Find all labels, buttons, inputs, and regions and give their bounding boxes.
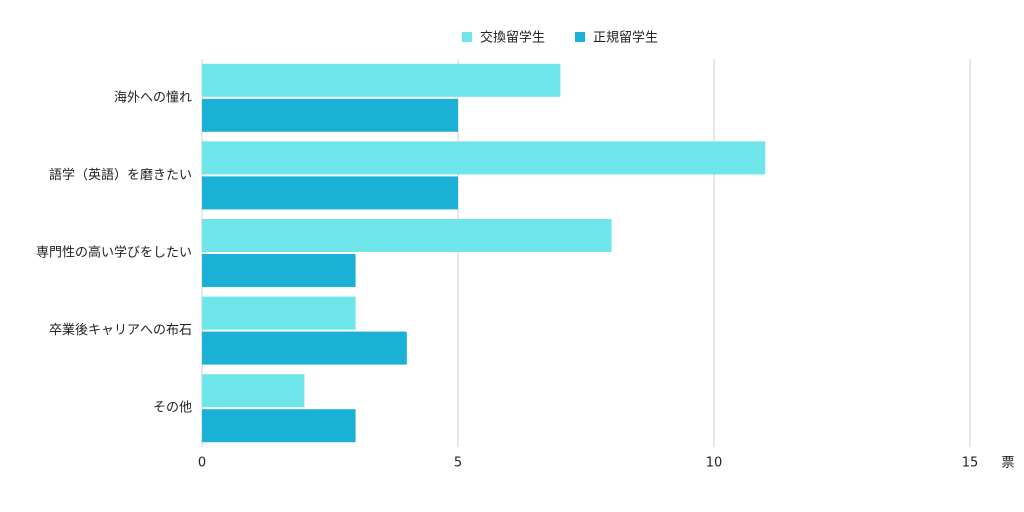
x-tick-label: 10 [706, 456, 723, 471]
y-tick-label: 卒業後キャリアへの布石 [49, 322, 192, 338]
bar [202, 331, 407, 365]
x-tick-label: 5 [454, 456, 462, 471]
bar [202, 409, 356, 443]
x-tick-label: 15 [962, 456, 979, 471]
y-tick-label: その他 [153, 401, 192, 416]
bar [202, 219, 612, 252]
legend-label: 正規留学生 [593, 30, 658, 46]
y-tick-label: 専門性の高い学びをしたい [36, 245, 192, 261]
bar [202, 254, 356, 287]
bar [202, 141, 766, 175]
bar [202, 63, 561, 97]
y-tick-label: 海外への憧れ [114, 90, 192, 105]
x-axis-label: 票 [1001, 456, 1014, 471]
legend-swatch [575, 32, 586, 42]
x-tick-label: 0 [198, 456, 206, 471]
bar [202, 98, 458, 132]
y-tick-label: 語学（英語）を磨きたい [49, 167, 192, 183]
legend-label: 交換留学生 [480, 30, 545, 46]
bar [202, 296, 356, 330]
legend-swatch [462, 32, 472, 42]
bar [202, 176, 458, 210]
bar [202, 374, 305, 408]
